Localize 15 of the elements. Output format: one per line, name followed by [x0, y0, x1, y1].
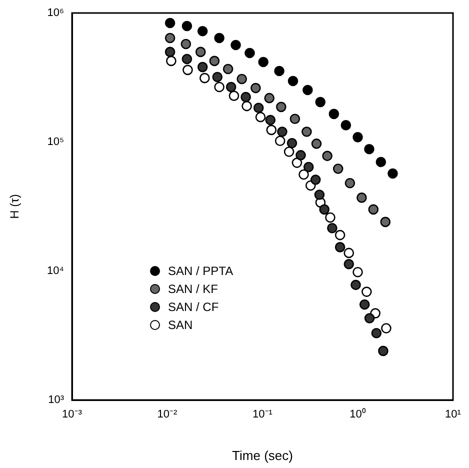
x-axis-title: Time (sec)	[232, 448, 293, 463]
legend-label: SAN / KF	[168, 281, 218, 298]
x-tick-label: 10⁰	[350, 408, 366, 421]
y-tick-label: 10⁵	[47, 136, 64, 148]
y-tick-label: 10³	[48, 394, 64, 406]
x-tick-label: 10⁻³	[62, 408, 82, 421]
x-tick-label: 10⁻¹	[252, 408, 273, 421]
x-tick-label: 10¹	[445, 408, 462, 421]
y-tick-label: 10⁶	[47, 7, 64, 20]
legend-label: SAN / CF	[168, 299, 219, 316]
legend-label: SAN / PPTA	[168, 263, 234, 280]
legend-label: SAN	[168, 317, 193, 334]
x-tick-label: 10⁻²	[157, 408, 178, 421]
y-axis-title: H (τ)	[8, 194, 22, 219]
y-tick-label: 10⁴	[47, 265, 64, 278]
